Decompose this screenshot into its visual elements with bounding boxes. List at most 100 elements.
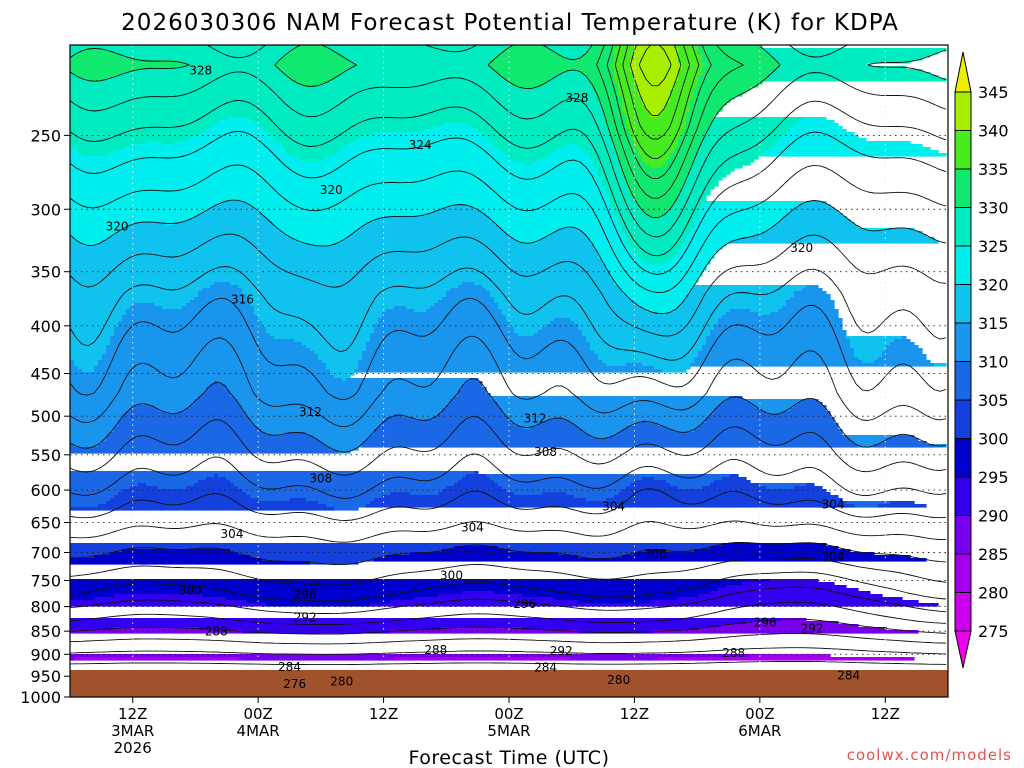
contour-band-cell (270, 132, 375, 136)
contour-band-cell (674, 201, 707, 205)
contour-band-cell (790, 126, 843, 130)
contour-band-cell (670, 96, 695, 100)
contour-band-cell (70, 219, 187, 223)
contour-band-cell (678, 141, 703, 145)
contour-band-cell (610, 273, 703, 277)
contour-band-cell (674, 309, 731, 313)
contour-band-cell (690, 168, 735, 172)
contour-band-cell (70, 210, 207, 214)
contour-band-cell (506, 48, 551, 52)
contour-band-cell (694, 159, 755, 163)
contour-band-cell (70, 45, 299, 49)
ground-surface (70, 670, 948, 697)
contour-band-cell (554, 75, 587, 79)
contour-band-cell (698, 78, 767, 82)
contour-band-cell (342, 147, 499, 151)
colorbar-swatch (954, 322, 972, 362)
contour-band-cell (70, 594, 115, 598)
contour-band-cell (682, 63, 707, 67)
contour-band-cell (710, 126, 791, 130)
contour-band-cell (106, 435, 315, 439)
contour-band-cell (546, 156, 591, 160)
contour-band-cell (718, 318, 843, 322)
contour-band-cell (686, 177, 723, 181)
contour-band-cell (106, 351, 315, 355)
contour-band-cell (674, 45, 699, 49)
contour-band-cell (106, 501, 319, 505)
colorbar-swatch (954, 207, 972, 247)
contour-band-cell (514, 492, 543, 496)
contour-band-cell (626, 123, 687, 127)
contour-band-cell (626, 234, 687, 238)
contour-band-cell (326, 45, 511, 49)
contour-band-cell (486, 288, 623, 292)
contour-band-cell (70, 303, 135, 307)
contour-band-cell (122, 318, 259, 322)
contour-band-cell (642, 102, 667, 106)
contour-band-cell (602, 258, 643, 262)
contour-band-cell (706, 339, 851, 343)
contour-band-cell (550, 48, 591, 52)
contour-band-cell (362, 225, 499, 229)
colorbar-swatch (954, 438, 972, 478)
colorbar-swatch (954, 245, 972, 285)
contour-band-cell (730, 309, 751, 313)
contour-band-cell (582, 333, 711, 337)
plot-area (70, 45, 948, 697)
contour-band-cell (314, 351, 363, 355)
contour-band-cell (454, 546, 499, 550)
colorbar-label: 315 (978, 314, 1009, 333)
contour-band-cell (758, 312, 771, 316)
contour-band-cell (450, 402, 499, 406)
contour-band-cell (670, 207, 703, 211)
contour-band-cell (598, 99, 623, 103)
contour-band-cell (70, 630, 243, 634)
contour-band-cell (70, 621, 747, 625)
contour-band-cell (70, 147, 75, 151)
y-tick-label: 900 (30, 645, 61, 664)
contour-line-340 (629, 45, 682, 117)
contour-band-cell (634, 141, 679, 145)
contour-band-cell (686, 114, 715, 118)
contour-band-cell (266, 603, 371, 607)
contour-band-cell (806, 201, 827, 205)
contour-band-cell (594, 243, 631, 247)
colorbar-label: 330 (978, 199, 1009, 218)
contour-band-cell (622, 96, 643, 100)
contour-band-cell (254, 306, 395, 310)
contour-band-cell (134, 303, 155, 307)
contour-band-cell (466, 204, 611, 208)
contour-band-cell (94, 597, 227, 601)
contour-band-cell (658, 657, 915, 661)
contour-band-cell (70, 429, 115, 433)
contour-band-cell (522, 627, 699, 631)
contour-band-cell (606, 363, 627, 367)
contour-band-cell (434, 417, 511, 421)
contour-band-cell (70, 384, 211, 388)
contour-band-cell (70, 252, 599, 256)
contour-band-cell (606, 189, 631, 193)
contour-band-cell (70, 171, 599, 175)
contour-band-cell (674, 204, 703, 208)
contour-band-cell (214, 282, 231, 286)
contour-band-cell (678, 252, 715, 256)
contour-band-cell (302, 159, 323, 163)
y-tick-label: 1000 (20, 688, 61, 707)
contour-band-cell (258, 426, 379, 430)
contour-band-cell (222, 201, 247, 205)
contour-band-cell (854, 504, 879, 508)
contour-band-cell (70, 111, 603, 115)
x-tick-label: 12Z (369, 705, 398, 723)
contour-band-cell (242, 489, 443, 493)
contour-band-cell (282, 231, 355, 235)
contour-band-cell (678, 54, 703, 58)
source-url: coolwx.com/models (847, 746, 1012, 764)
contour-band-cell (694, 225, 775, 229)
contour-band-cell (514, 159, 539, 163)
contour-band-cell (694, 93, 743, 97)
contour-band-cell (790, 408, 827, 412)
contour-label: 296 (513, 597, 536, 611)
contour-band-cell (542, 327, 579, 331)
contour-band-cell (794, 123, 839, 127)
